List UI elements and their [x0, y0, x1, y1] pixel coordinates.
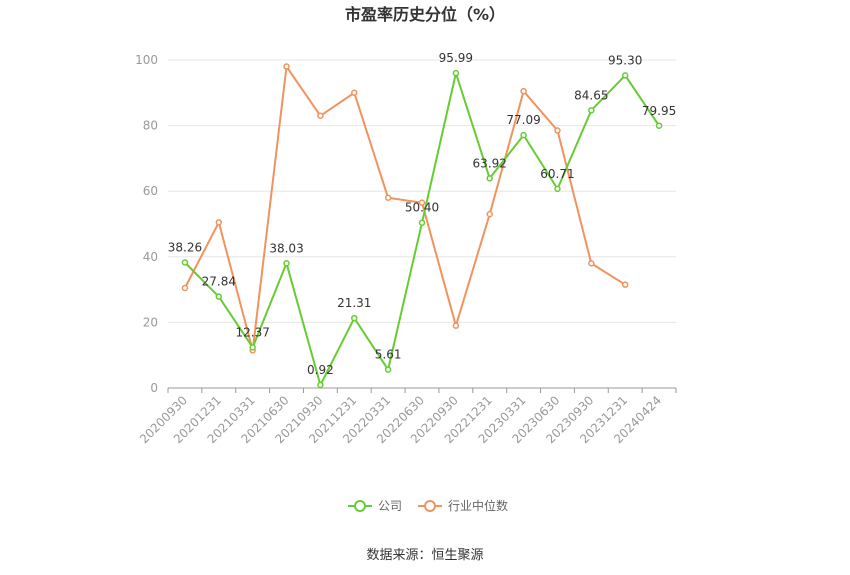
- data-point: [384, 194, 392, 202]
- data-point: [554, 127, 561, 134]
- legend-item-0[interactable]: 公司: [348, 499, 402, 513]
- y-tick-label: 100: [135, 53, 158, 67]
- data-point: [486, 210, 493, 218]
- legend[interactable]: 公司 行业中位数: [348, 498, 508, 513]
- y-tick-label: 40: [143, 250, 158, 264]
- legend-marker: [354, 500, 366, 512]
- series-0: [181, 69, 663, 389]
- y-tick-label: 0: [150, 381, 158, 395]
- x-axis: 2020093020201231202103312021063020210930…: [137, 387, 677, 446]
- data-label: 21.31: [337, 296, 371, 310]
- data-label: 38.26: [168, 241, 202, 255]
- data-label: 84.65: [574, 88, 608, 102]
- data-point: [621, 72, 629, 79]
- data-point: [317, 381, 324, 389]
- data-point: [181, 259, 189, 266]
- data-label: 38.03: [269, 241, 303, 255]
- data-point: [520, 87, 527, 95]
- data-point: [655, 122, 663, 130]
- legend-item-1[interactable]: 行业中位数: [418, 498, 508, 513]
- data-label: 95.99: [439, 51, 473, 65]
- data-point: [520, 131, 527, 139]
- data-point: [283, 260, 290, 267]
- data-point: [588, 260, 595, 267]
- series-line: [184, 65, 626, 352]
- data-point: [249, 344, 256, 351]
- legend-label: 公司: [378, 499, 402, 513]
- data-point: [486, 175, 493, 182]
- series-layer: [181, 63, 663, 389]
- data-label: 27.84: [202, 275, 236, 289]
- legend-marker: [424, 500, 436, 512]
- data-point: [554, 185, 561, 193]
- data-label: 5.61: [375, 348, 402, 362]
- data-point: [215, 219, 223, 226]
- data-point: [418, 199, 426, 206]
- grid: [168, 59, 676, 323]
- data-label: 60.71: [540, 167, 574, 181]
- chart-title: 市盈率历史分位（%）: [345, 5, 505, 24]
- data-point: [452, 69, 460, 77]
- y-tick-label: 60: [143, 184, 158, 198]
- data-point: [283, 63, 290, 70]
- data-point: [181, 284, 189, 292]
- data-label: 0.92: [307, 363, 334, 377]
- y-axis: 0 20 40 60 80 100: [135, 53, 158, 395]
- data-label: 95.30: [608, 53, 642, 67]
- y-tick-label: 80: [143, 119, 158, 133]
- source-note: 数据来源：恒生聚源: [366, 548, 483, 563]
- data-point: [418, 219, 426, 226]
- legend-label: 行业中位数: [448, 498, 508, 513]
- data-point: [317, 112, 324, 120]
- data-label: 77.09: [506, 113, 540, 127]
- y-tick-label: 20: [143, 315, 158, 329]
- data-point: [351, 314, 358, 322]
- data-point: [351, 89, 358, 97]
- data-point: [588, 107, 595, 114]
- data-labels: 38.26 27.84 12.37 38.03 0.92 21.31 5.61 50.40 95…: [168, 51, 676, 377]
- data-label: 79.95: [642, 104, 676, 118]
- data-point: [452, 322, 460, 329]
- data-label: 12.37: [235, 325, 269, 339]
- data-label: 63.92: [473, 156, 507, 170]
- data-label: 50.40: [405, 201, 439, 215]
- data-point: [384, 366, 392, 373]
- data-point: [215, 293, 223, 300]
- data-point: [621, 281, 629, 288]
